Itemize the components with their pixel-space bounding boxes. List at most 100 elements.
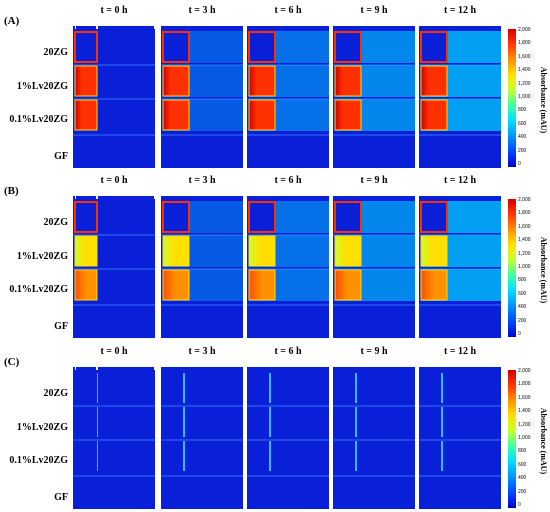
- heatmap-image: [419, 196, 501, 338]
- heatmap-image: [419, 367, 501, 509]
- heatmap-image: [161, 367, 243, 509]
- time-label: t = 6 h: [274, 346, 302, 357]
- isg-annotation: ISG: [77, 358, 86, 364]
- colorbar: [508, 199, 516, 337]
- colorbar-tick: 600: [518, 461, 527, 468]
- gel-annotation: agarose gel: [107, 187, 134, 193]
- colorbar-title: Absorbance (mAU): [539, 236, 548, 304]
- time-label: t = 0 h: [100, 5, 128, 16]
- row-label: 1%Lv20ZG: [16, 81, 68, 92]
- colorbar-tick: 800: [518, 448, 527, 455]
- time-label: t = 3 h: [188, 5, 216, 16]
- colorbar-tick: 200: [518, 488, 527, 495]
- heatmap-image: [73, 367, 155, 509]
- colorbar-tick: 400: [518, 475, 527, 482]
- isg-annotation: ISG: [77, 187, 86, 193]
- colorbar: [508, 29, 516, 167]
- time-label: t = 9 h: [360, 346, 388, 357]
- row-label: 0.1%Lv20ZG: [9, 284, 68, 295]
- colorbar-tick: 400: [518, 304, 527, 311]
- colorbar-tick: 1,800: [518, 210, 531, 217]
- time-label: t = 9 h: [360, 175, 388, 186]
- gel-brace: [97, 24, 155, 29]
- row-label: GF: [54, 151, 68, 162]
- colorbar-tick: 200: [518, 147, 527, 154]
- colorbar-tick: 0: [518, 161, 521, 167]
- colorbar-title: Absorbance (mAU): [539, 66, 548, 134]
- colorbar-ticks: 2,000 1,800 1,600 1,400 1,200 1,000 800 600 400 2…: [518, 197, 544, 341]
- colorbar-tick: 400: [518, 134, 527, 141]
- colorbar-tick: 1,800: [518, 40, 531, 47]
- row-label: 20ZG: [43, 217, 68, 228]
- heatmap-image: [161, 196, 243, 338]
- colorbar-tick: 1,200: [518, 250, 531, 257]
- time-label: t = 6 h: [274, 5, 302, 16]
- time-label: t = 6 h: [274, 175, 302, 186]
- heatmap-image: [419, 26, 501, 168]
- row-label: 20ZG: [43, 47, 68, 58]
- isg-brace: [75, 24, 97, 29]
- colorbar-tick: 1,600: [518, 394, 531, 401]
- colorbar-tick: 1,000: [518, 94, 531, 100]
- row-label: 20ZG: [43, 388, 68, 399]
- time-label: t = 12 h: [443, 346, 477, 357]
- colorbar-tick: 1,400: [518, 67, 531, 74]
- colorbar-tick: 0: [518, 502, 521, 508]
- colorbar: [508, 370, 516, 508]
- row-label: GF: [54, 492, 68, 503]
- colorbar-tick: 1,000: [518, 264, 531, 270]
- time-label: t = 12 h: [443, 175, 477, 186]
- heatmap-image: [161, 26, 243, 168]
- heatmap-image: [247, 196, 329, 338]
- colorbar-tick: 800: [518, 277, 527, 284]
- panel-label: (B): [4, 185, 19, 197]
- panel-label: (A): [4, 15, 20, 27]
- colorbar-tick: 2,000: [518, 368, 531, 374]
- panel-label: (C): [4, 356, 20, 368]
- heatmap-image: [333, 196, 415, 338]
- colorbar-tick: 1,000: [518, 435, 531, 441]
- time-label: t = 9 h: [360, 5, 388, 16]
- heatmap-image: [333, 367, 415, 509]
- gel-brace: [97, 194, 155, 199]
- gel-annotation: agarose gel: [107, 17, 134, 23]
- colorbar-tick: 2,000: [518, 197, 531, 203]
- time-label: t = 0 h: [100, 346, 128, 357]
- colorbar-tick: 200: [518, 317, 527, 324]
- time-label: t = 12 h: [443, 5, 477, 16]
- row-label: 1%Lv20ZG: [16, 422, 68, 433]
- heatmap-image: [247, 26, 329, 168]
- colorbar-tick: 600: [518, 120, 527, 127]
- gel-brace: [97, 365, 155, 370]
- colorbar-tick: 1,200: [518, 80, 531, 87]
- heatmap-image: [73, 196, 155, 338]
- row-label: 0.1%Lv20ZG: [9, 114, 68, 125]
- colorbar-tick: 0: [518, 331, 521, 337]
- colorbar-tick: 600: [518, 290, 527, 297]
- colorbar-title: Absorbance (mAU): [539, 407, 548, 475]
- row-label: 1%Lv20ZG: [16, 251, 68, 262]
- colorbar-tick: 1,200: [518, 421, 531, 428]
- isg-annotation: ISG: [77, 17, 86, 23]
- colorbar-tick: 1,400: [518, 237, 531, 244]
- time-label: t = 3 h: [188, 175, 216, 186]
- gel-annotation: agarose gel: [107, 358, 134, 364]
- row-label: 0.1%Lv20ZG: [9, 455, 68, 466]
- isg-brace: [75, 365, 97, 370]
- colorbar-ticks: 2,000 1,800 1,600 1,400 1,200 1,000 800 600 400 2…: [518, 368, 544, 512]
- colorbar-tick: 1,600: [518, 223, 531, 230]
- colorbar-tick: 1,800: [518, 381, 531, 388]
- time-label: t = 0 h: [100, 175, 128, 186]
- colorbar-ticks: 2,000 1,800 1,600 1,400 1,200 1,000 800 600 400 2…: [518, 27, 544, 171]
- colorbar-tick: 2,000: [518, 27, 531, 33]
- isg-brace: [75, 194, 97, 199]
- heatmap-image: [247, 367, 329, 509]
- colorbar-tick: 800: [518, 107, 527, 114]
- colorbar-tick: 1,600: [518, 53, 531, 60]
- colorbar-tick: 1,400: [518, 408, 531, 415]
- heatmap-image: [333, 26, 415, 168]
- time-label: t = 3 h: [188, 346, 216, 357]
- row-label: GF: [54, 321, 68, 332]
- heatmap-image: [73, 26, 155, 168]
